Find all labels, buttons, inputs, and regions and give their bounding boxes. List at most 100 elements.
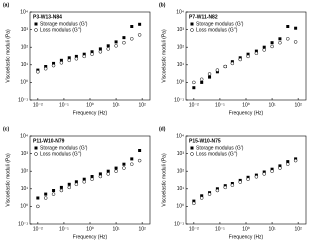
data-point (207, 192, 212, 196)
data-point (98, 174, 103, 179)
data-point (199, 77, 204, 82)
y-tick-label: 10⁴ (20, 133, 28, 139)
x-tick-label: 10² (139, 226, 147, 232)
data-point (52, 61, 56, 65)
y-tick-label: 10³ (21, 27, 29, 33)
data-point (114, 44, 118, 48)
data-point (294, 26, 298, 30)
legend-marker (190, 22, 194, 26)
legend-marker (34, 152, 38, 156)
data-point (90, 52, 94, 56)
data-point (208, 75, 212, 79)
data-point (138, 149, 142, 153)
data-point (59, 188, 64, 193)
data-point (74, 182, 79, 187)
data-point (246, 175, 250, 179)
panel-title: P3-W13-N84 (33, 14, 62, 20)
data-point (122, 162, 126, 166)
legend-label: Storage modulus (G') (40, 145, 88, 151)
data-point (106, 47, 110, 51)
y-tick-label: 10³ (177, 27, 185, 33)
data-point (130, 157, 134, 161)
x-tick-label: 10¹ (112, 226, 120, 232)
legend-marker (190, 28, 194, 32)
data-point (215, 68, 220, 72)
data-point (286, 160, 290, 164)
data-point (270, 44, 274, 49)
data-point (270, 41, 274, 45)
data-point (74, 57, 79, 61)
data-point (262, 48, 266, 52)
y-tick-label: 10¹ (177, 186, 185, 192)
data-point (262, 172, 266, 176)
data-point (90, 174, 94, 178)
legend-marker (190, 152, 194, 156)
y-tick-label: 10¹ (21, 62, 29, 68)
data-point (74, 54, 78, 58)
x-tick-label: 10⁰ (86, 226, 94, 232)
y-tick-label: 10² (177, 169, 185, 175)
x-tick-label: 10² (139, 102, 147, 108)
x-tick-label: 10⁰ (86, 102, 94, 108)
data-point (51, 192, 56, 196)
panel-label: (a) (3, 2, 9, 8)
data-point (230, 61, 235, 66)
panel-label: (b) (159, 2, 166, 8)
x-tick-label: 10⁻¹ (59, 102, 69, 108)
x-axis-label: Frequency (Hz) (73, 110, 108, 116)
data-point (192, 86, 196, 90)
data-point (67, 185, 71, 190)
data-point (246, 52, 250, 56)
data-point (270, 167, 274, 171)
data-point (293, 158, 298, 163)
data-point (137, 33, 142, 37)
data-point (122, 166, 126, 170)
data-point (106, 172, 110, 176)
data-point (246, 54, 250, 59)
data-point (286, 37, 290, 41)
data-point (36, 204, 40, 209)
legend-marker (34, 22, 38, 26)
y-tick-label: 10² (21, 169, 29, 175)
data-point (106, 169, 110, 173)
data-point (238, 57, 242, 62)
data-point (98, 172, 102, 176)
panel-title: P7-W11-N82 (189, 14, 218, 20)
data-point (36, 196, 40, 200)
x-tick-label: 10⁻¹ (215, 226, 225, 232)
data-point (254, 49, 258, 53)
y-axis-label: Viscoelastic moduli (Pa) (161, 153, 167, 207)
legend-label: Loss modulus (G'') (196, 151, 238, 157)
data-point (82, 180, 86, 184)
y-tick-label: 10⁴ (176, 133, 184, 139)
x-tick-label: 10⁻² (33, 102, 43, 108)
y-tick-label: 10⁰ (176, 204, 184, 210)
data-point (59, 185, 63, 189)
data-point (278, 37, 282, 41)
panel-title: P15-W10-N75 (189, 138, 221, 144)
data-point (138, 22, 142, 26)
x-tick-label: 10⁻² (189, 226, 199, 232)
data-point (67, 182, 71, 186)
data-point (130, 37, 134, 41)
data-point (278, 166, 282, 170)
data-point (286, 162, 290, 166)
data-point (192, 199, 196, 203)
legend-marker (34, 146, 38, 150)
data-point (215, 188, 220, 193)
data-point (114, 40, 118, 44)
panel-label: (c) (3, 126, 9, 132)
data-point (67, 56, 71, 60)
x-tick-label: 10¹ (268, 102, 276, 108)
legend-label: Storage modulus (G') (196, 21, 244, 27)
y-tick-label: 10⁻¹ (18, 221, 28, 227)
data-point (137, 158, 142, 163)
x-tick-label: 10⁰ (242, 226, 250, 232)
legend-label: Loss modulus (G'') (196, 27, 238, 33)
data-point (246, 177, 250, 181)
data-point (90, 50, 94, 54)
legend-marker (34, 28, 38, 32)
data-point (262, 170, 266, 174)
data-point (254, 51, 259, 56)
y-tick-label: 10⁻¹ (18, 97, 28, 103)
